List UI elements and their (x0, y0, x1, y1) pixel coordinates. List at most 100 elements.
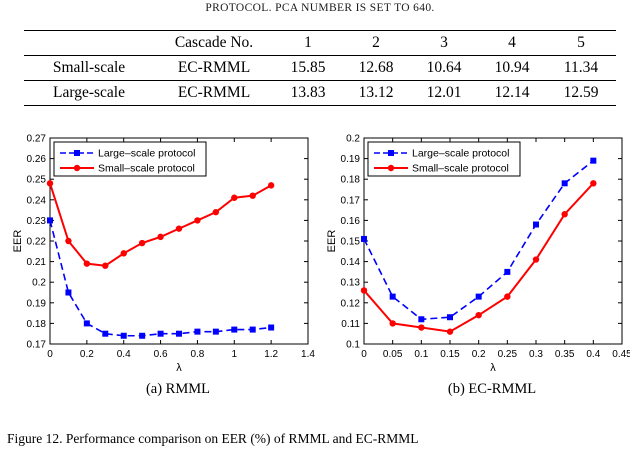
x-tick-label: 1.4 (301, 349, 315, 360)
x-tick-label: 0.2 (472, 349, 486, 360)
y-tick-label: 0.2 (346, 134, 360, 145)
y-axis-label: EER (326, 230, 338, 253)
circle-marker (475, 311, 482, 319)
legend-label: Large–scale protocol (412, 148, 509, 160)
chart-ec-rmml: 0 0.05 0.1 0.15 0.2 0.25 0.3 0.35 0.4 0.45 0.1 0.11… (324, 132, 630, 398)
y-tick-label: 0.25 (27, 175, 47, 186)
circle-marker (194, 217, 201, 224)
circle-marker (389, 320, 396, 327)
table-header-row: Cascade No. 1 2 3 4 5 (24, 31, 616, 56)
cell-value: 15.85 (290, 59, 326, 76)
square-marker (231, 326, 238, 333)
y-tick-label: 0.19 (27, 298, 47, 309)
circle-marker (73, 164, 81, 172)
circle-marker (267, 182, 275, 189)
square-marker (361, 235, 367, 242)
header-col-1: 1 (304, 34, 312, 51)
circle-marker (249, 192, 256, 199)
x-axis-label: λ (176, 362, 182, 374)
circle-marker (360, 287, 368, 294)
y-tick-label: 0.2 (32, 278, 46, 289)
square-marker (74, 150, 80, 156)
y-tick-label: 0.24 (27, 195, 47, 206)
square-marker (194, 328, 201, 335)
cell-value: 12.68 (358, 59, 394, 76)
cell-value: 12.01 (426, 84, 462, 101)
y-axis-label: EER (12, 230, 24, 253)
circle-marker (446, 328, 454, 335)
circle-marker (65, 237, 72, 245)
cell-value: 12.14 (494, 84, 530, 101)
table-row-large-scale: Large-scale EC-RMML 13.83 13.12 12.01 12… (24, 81, 616, 106)
y-tick-label: 0.1 (346, 340, 360, 351)
chart-ec-rmml-caption: (b) EC-RMML (447, 381, 537, 397)
legend: Large–scale protocol Small–scale protocol (53, 141, 207, 177)
x-tick-label: 0.4 (586, 349, 600, 360)
square-marker (475, 293, 482, 300)
x-tick-label: 0.45 (612, 349, 630, 360)
square-marker (418, 316, 425, 323)
square-marker (268, 324, 275, 331)
x-tick-label: 0 (361, 349, 367, 360)
y-tick-label: 0.18 (341, 175, 361, 186)
legend-label: Small–scale protocol (98, 163, 195, 175)
circle-marker (387, 164, 395, 172)
legend-label: Large–scale protocol (98, 148, 195, 160)
square-marker (47, 217, 53, 224)
circle-marker (138, 239, 146, 247)
results-table: Cascade No. 1 2 3 4 5 Small-scale EC-RMM… (24, 30, 616, 106)
cell-method: EC-RMML (177, 84, 251, 101)
square-marker (447, 314, 453, 321)
circle-marker (120, 250, 127, 257)
cell-value: 12.59 (563, 84, 599, 101)
y-tick-label: 0.14 (341, 257, 361, 268)
y-tick-label: 0.19 (341, 154, 361, 165)
cell-value: 13.83 (290, 84, 326, 101)
x-tick-label: 0.6 (154, 349, 168, 360)
legend-label: Small–scale protocol (412, 163, 509, 175)
circle-marker (175, 225, 183, 232)
square-marker (65, 289, 72, 296)
header-cascade-no: Cascade No. (174, 34, 254, 51)
square-marker (83, 320, 90, 327)
series-line (363, 160, 594, 321)
cell-value: 13.12 (358, 84, 394, 101)
square-marker (533, 221, 539, 228)
chart-ec-rmml-plot: 0 0.05 0.1 0.15 0.2 0.25 0.3 0.35 0.4 0.45 0.1 0.11… (326, 134, 630, 375)
chart-rmml: 0 0.2 0.4 0.6 0.8 1 1.2 1.4 0.17 0.18 0.19 0.2 0.21 0… (10, 132, 316, 398)
x-tick-label: 0.35 (555, 349, 575, 360)
x-tick-label: 0.8 (190, 349, 204, 360)
circle-marker (83, 260, 91, 267)
x-axis-label: λ (490, 362, 496, 374)
circle-marker (212, 208, 220, 216)
circle-marker (561, 211, 568, 218)
square-marker (504, 268, 511, 275)
header-col-4: 4 (508, 34, 516, 51)
square-marker (139, 332, 146, 339)
table-caption-fragment: PROTOCOL. PCA NUMBER IS SET TO 640. (205, 2, 435, 14)
header-col-2: 2 (372, 34, 380, 51)
y-tick-label: 0.16 (341, 216, 361, 227)
cell-protocol: Small-scale (52, 59, 126, 76)
circle-marker (418, 324, 425, 331)
x-tick-label: 0.2 (80, 349, 94, 360)
chart-rmml-caption: (a) RMML (145, 381, 211, 397)
x-tick-label: 0.25 (498, 349, 518, 360)
square-marker (157, 330, 164, 337)
x-tick-label: 0.15 (440, 349, 460, 360)
y-tick-label: 0.23 (27, 216, 47, 227)
circle-marker (102, 262, 109, 269)
y-tick-label: 0.21 (27, 257, 47, 268)
table-row-small-scale: Small-scale EC-RMML 15.85 12.68 10.64 10… (24, 56, 616, 81)
square-marker (120, 332, 127, 339)
circle-marker (46, 180, 54, 187)
x-tick-label: 1.2 (264, 349, 278, 360)
header-empty-cell (24, 31, 154, 56)
figure-caption: Figure 12. Performance comparison on EER… (7, 431, 419, 446)
circle-marker (157, 233, 164, 241)
y-tick-label: 0.27 (27, 134, 47, 145)
x-tick-label: 0.05 (383, 349, 403, 360)
circle-marker (231, 194, 238, 201)
square-marker (389, 293, 396, 300)
square-marker (561, 180, 568, 187)
